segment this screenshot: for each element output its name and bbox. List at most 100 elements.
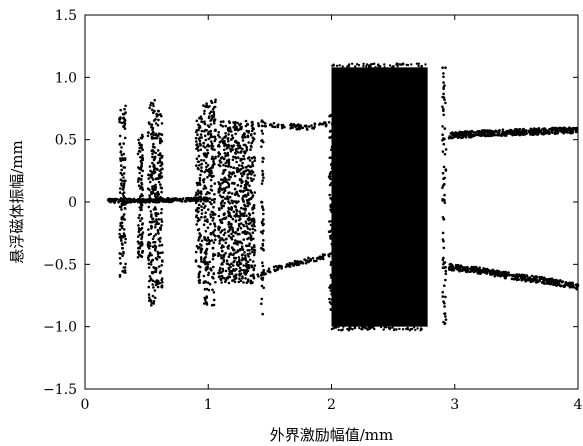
chaotic-band-point: [249, 144, 253, 148]
lower-branch-point: [471, 269, 475, 273]
chaotic-band-point: [230, 192, 234, 195]
chaotic-band-point: [444, 318, 448, 321]
chaotic-band-point: [245, 271, 249, 274]
chaotic-band-point: [118, 134, 122, 138]
upper-branch-point: [512, 133, 515, 137]
chaotic-band-point: [261, 172, 265, 176]
chaotic-band-point: [146, 134, 150, 138]
upper-branch-point: [515, 131, 519, 134]
chaotic-band-point: [351, 328, 354, 331]
period-one-point: [145, 200, 148, 204]
chaotic-band-point: [156, 168, 159, 171]
chaotic-band-point: [202, 274, 206, 278]
chaotic-band-point: [442, 218, 446, 221]
lower-branch-point: [530, 274, 534, 278]
chaotic-band-point: [155, 220, 159, 224]
chaotic-band-point: [208, 172, 212, 176]
period-one-point: [147, 199, 150, 203]
chaotic-band-point: [377, 63, 380, 66]
chaotic-band-point: [211, 231, 215, 234]
chaotic-band-point: [147, 247, 151, 250]
period-one-point: [117, 200, 120, 204]
chaotic-band-point: [194, 193, 198, 197]
chaotic-band-point: [251, 211, 255, 215]
chaotic-band-point: [226, 262, 229, 266]
chaotic-band-point: [225, 186, 228, 189]
chaotic-band-point: [406, 63, 410, 67]
chaotic-band-point: [227, 161, 231, 165]
chaotic-band-point: [417, 62, 420, 65]
chaotic-band-point: [203, 170, 206, 174]
chaotic-band-point: [119, 252, 122, 256]
chaotic-band-point: [219, 254, 223, 257]
upper-branch-point: [271, 125, 275, 128]
upper-branch-point: [536, 128, 539, 132]
chaotic-band-point: [120, 146, 123, 149]
chaotic-band-point: [148, 165, 152, 168]
chaotic-band-point: [149, 104, 152, 107]
upper-branch-point: [449, 132, 453, 135]
upper-branch-point: [276, 124, 279, 128]
chaotic-band-point: [367, 325, 370, 329]
chaotic-band-point: [158, 137, 162, 140]
chaotic-band-point: [209, 110, 213, 113]
chaotic-band-point: [260, 221, 264, 225]
chaotic-band-point: [242, 166, 245, 169]
chaotic-band-point: [231, 148, 234, 152]
chaotic-band-point: [197, 247, 200, 250]
chaotic-band-point: [206, 148, 209, 152]
chaotic-band-point: [118, 142, 122, 146]
chaotic-band-point: [419, 329, 422, 332]
chaotic-band-point: [137, 250, 140, 253]
chaotic-band-point: [153, 289, 157, 292]
period-one-point: [167, 200, 171, 204]
chaotic-band-point: [248, 172, 251, 175]
chaotic-band-point: [444, 101, 447, 105]
chaotic-band-point: [120, 203, 124, 207]
lower-branch-point: [307, 256, 310, 260]
lower-branch-point: [327, 253, 331, 256]
chaotic-band-point: [158, 244, 161, 247]
chaotic-band-point: [225, 259, 229, 263]
chaotic-band-point: [249, 279, 253, 283]
chaotic-band-point: [238, 169, 241, 172]
chaotic-band-point: [241, 161, 244, 165]
chaotic-band-point: [245, 244, 248, 248]
chaotic-band-point: [217, 252, 221, 256]
upper-branch-point: [536, 131, 539, 134]
chaotic-band-point: [205, 287, 209, 291]
chaotic-band-point: [251, 164, 255, 168]
chaotic-band-point: [121, 246, 124, 250]
chaotic-band-point: [152, 302, 155, 305]
chaotic-band-point: [217, 155, 220, 158]
chaotic-band-point: [211, 288, 214, 292]
chaotic-band-point: [209, 213, 212, 216]
upper-branch-point: [289, 127, 292, 130]
chaotic-band-point: [442, 246, 446, 250]
chaotic-band-point: [219, 120, 223, 124]
chaotic-band-point: [218, 275, 222, 278]
chaotic-band-point: [262, 239, 265, 242]
upper-branch-point: [497, 131, 501, 135]
chaotic-band-point: [149, 299, 153, 303]
chaotic-band-point: [233, 239, 237, 242]
upper-branch-point: [283, 125, 286, 129]
chaotic-band-point: [222, 238, 225, 242]
chaotic-band-point: [147, 233, 151, 236]
chaotic-band-point: [152, 150, 155, 153]
chaotic-band-point: [159, 152, 162, 155]
chaotic-band-point: [200, 136, 204, 139]
chaotic-band-point: [118, 120, 121, 124]
chaotic-band-point: [222, 120, 225, 123]
chaotic-band-point: [232, 269, 235, 272]
lower-branch-point: [478, 266, 482, 270]
chaotic-band-point: [253, 229, 257, 232]
chaotic-band-point: [119, 164, 123, 167]
chaotic-band-point: [444, 295, 447, 299]
chaotic-band-point: [150, 304, 153, 307]
chaotic-band-point: [159, 251, 162, 255]
chaotic-band-point: [244, 193, 247, 197]
chaotic-band-point: [228, 228, 231, 232]
chaotic-band-point: [151, 185, 154, 188]
lower-branch-point: [556, 279, 559, 283]
